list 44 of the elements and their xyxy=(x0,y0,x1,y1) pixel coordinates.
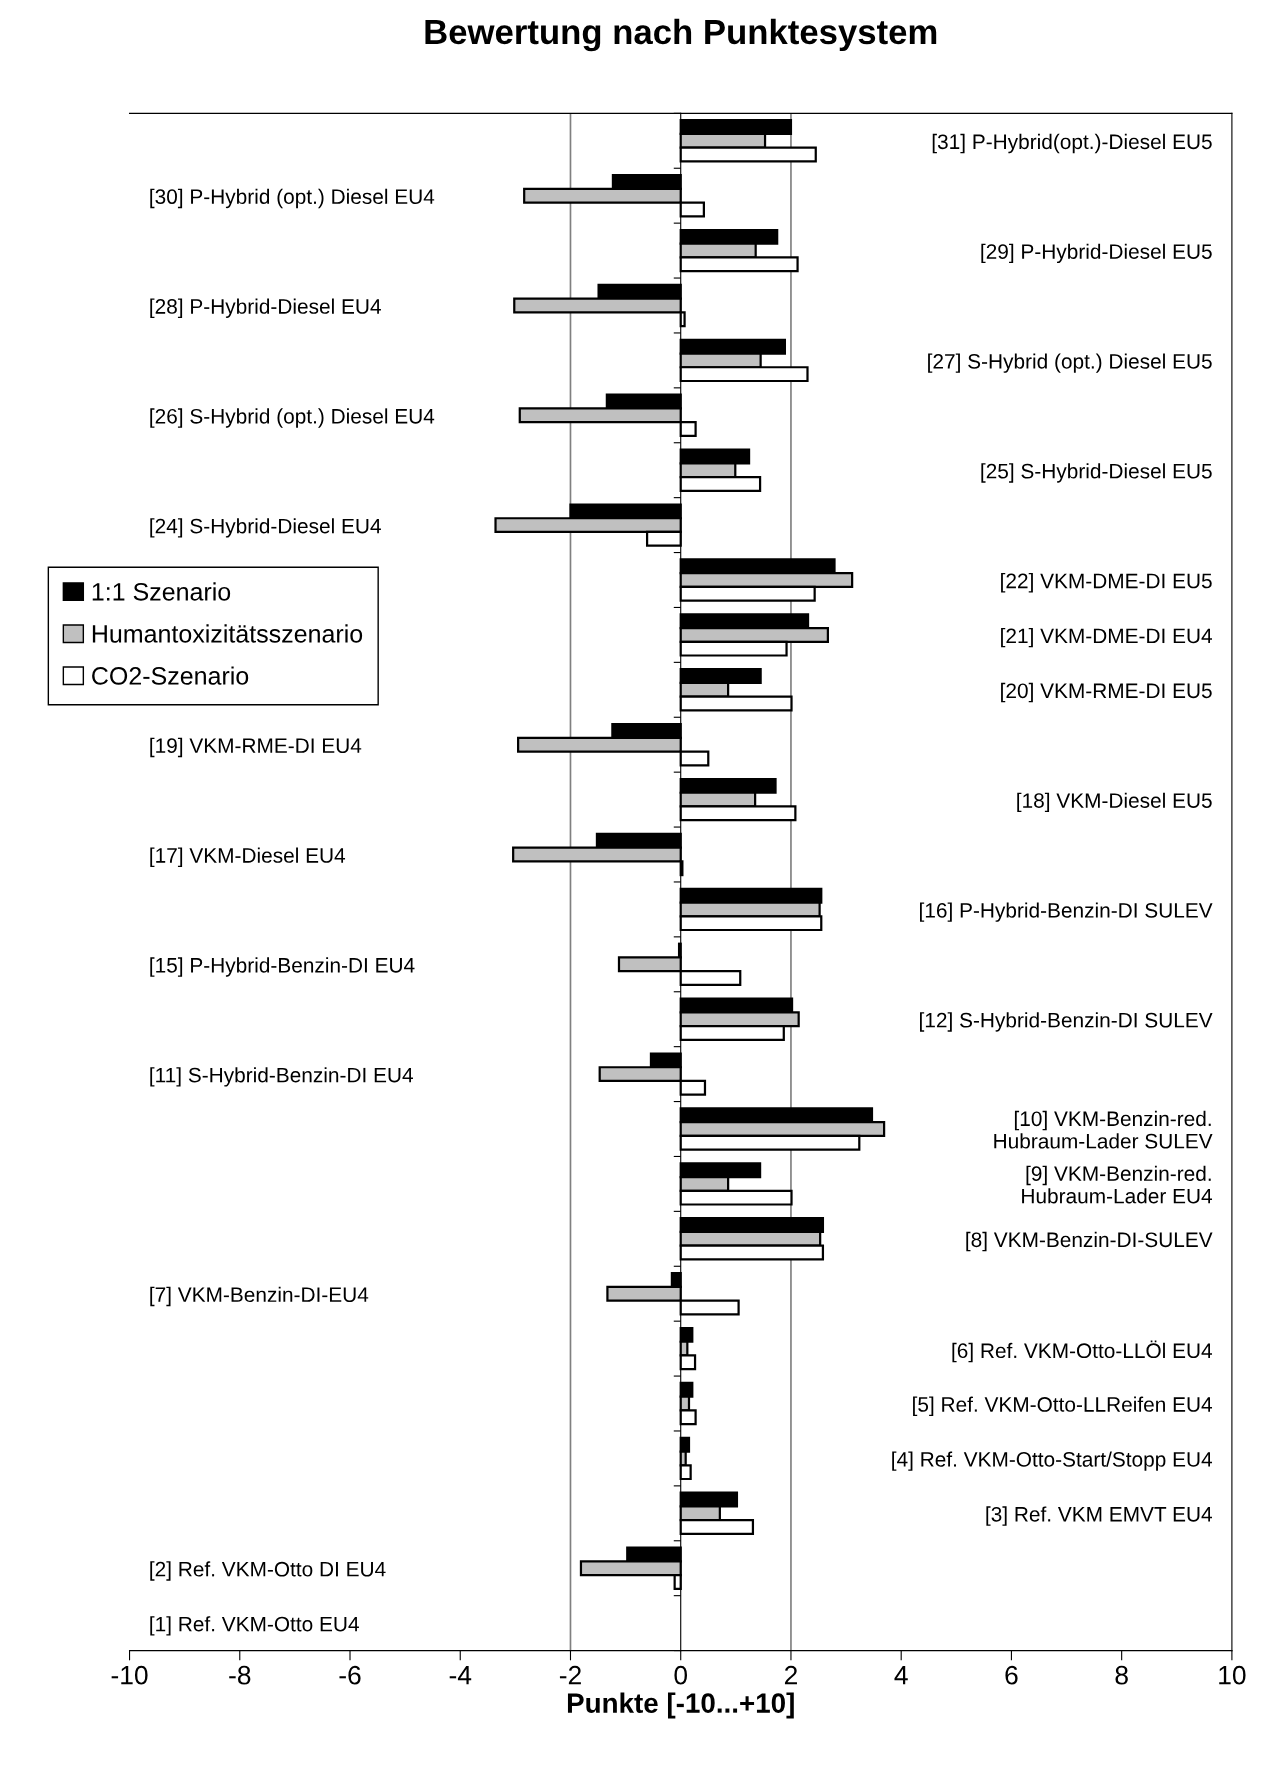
y-tick-label: [4] Ref. VKM-Otto-Start/Stopp EU4 xyxy=(892,1451,1213,1471)
legend-label: 1:1 Szenario xyxy=(92,582,231,601)
x-tick-label: -4 xyxy=(449,1666,472,1685)
y-tick-label: [3] Ref. VKM EMVT EU4 xyxy=(986,1506,1212,1526)
y-tick-label: [11] S-Hybrid-Benzin-DI EU4 xyxy=(150,1067,413,1087)
y-tick-label: [21] VKM-DME-DI EU4 xyxy=(1001,627,1212,648)
y-tick-label: [10] VKM-Benzin-red. Hubraum-Lader SULEV xyxy=(994,1110,1213,1149)
legend-label: Humantoxizitätsszenario xyxy=(92,624,363,643)
y-tick-label: [15] P-Hybrid-Benzin-DI EU4 xyxy=(150,957,415,977)
x-tick-label: 6 xyxy=(1005,1665,1018,1685)
y-tick-label: [1] Ref. VKM-Otto EU4 xyxy=(150,1616,359,1636)
x-tick-label: 8 xyxy=(1115,1665,1128,1685)
x-tick-label: -2 xyxy=(559,1665,581,1685)
y-tick-label: [27] S-Hybrid (opt.) Diesel EU5 xyxy=(928,353,1212,373)
y-tick-label: [28] P-Hybrid-Diesel EU4 xyxy=(150,298,381,318)
y-tick-label: [20] VKM-RME-DI EU5 xyxy=(1001,682,1212,703)
y-tick-label: [8] VKM-Benzin-DI-SULEV xyxy=(966,1231,1213,1252)
x-axis-title: Punkte [-10...+10] xyxy=(567,1692,794,1719)
y-tick-label: [6] Ref. VKM-Otto-LLÖl EU4 xyxy=(952,1340,1213,1363)
x-tick-label: -6 xyxy=(339,1665,361,1685)
y-tick-label: [30] P-Hybrid (opt.) Diesel EU4 xyxy=(150,188,435,209)
x-tick-label: -8 xyxy=(229,1665,251,1685)
y-tick-label: [18] VKM-Diesel EU5 xyxy=(1017,792,1212,813)
y-tick-label: [19] VKM-RME-DI EU4 xyxy=(150,737,362,758)
x-tick-label: 2 xyxy=(784,1665,797,1685)
y-tick-label: [16] P-Hybrid-Benzin-DI SULEV xyxy=(920,902,1213,922)
y-tick-label: [29] P-Hybrid-Diesel EU5 xyxy=(981,243,1212,264)
y-tick-label: [24] S-Hybrid-Diesel EU4 xyxy=(150,518,381,538)
chart-title: Bewertung nach Punktesystem xyxy=(425,18,937,52)
x-tick-label: 0 xyxy=(674,1665,688,1685)
x-tick-label: -10 xyxy=(111,1665,148,1685)
y-tick-label: [17] VKM-Diesel EU4 xyxy=(150,847,346,867)
x-tick-label: 4 xyxy=(894,1666,908,1685)
y-tick-label: [7] VKM-Benzin-DI-EU4 xyxy=(150,1286,369,1307)
y-tick-label: [9] VKM-Benzin-red. Hubraum-Lader EU4 xyxy=(1022,1165,1213,1204)
y-tick-label: [12] S-Hybrid-Benzin-DI SULEV xyxy=(920,1012,1213,1032)
y-tick-label: [25] S-Hybrid-Diesel EU5 xyxy=(981,463,1212,483)
y-tick-label: [31] P-Hybrid(opt.)-Diesel EU5 xyxy=(932,133,1212,154)
y-tick-label: [5] Ref. VKM-Otto-LLReifen EU4 xyxy=(913,1396,1213,1416)
x-tick-label: 10 xyxy=(1219,1665,1246,1685)
legend-label: CO2-Szenario xyxy=(92,666,249,685)
y-tick-label: [26] S-Hybrid (opt.) Diesel EU4 xyxy=(150,408,435,428)
y-tick-label: [2] Ref. VKM-Otto DI EU4 xyxy=(150,1561,386,1581)
y-tick-label: [22] VKM-DME-DI EU5 xyxy=(1001,573,1212,593)
